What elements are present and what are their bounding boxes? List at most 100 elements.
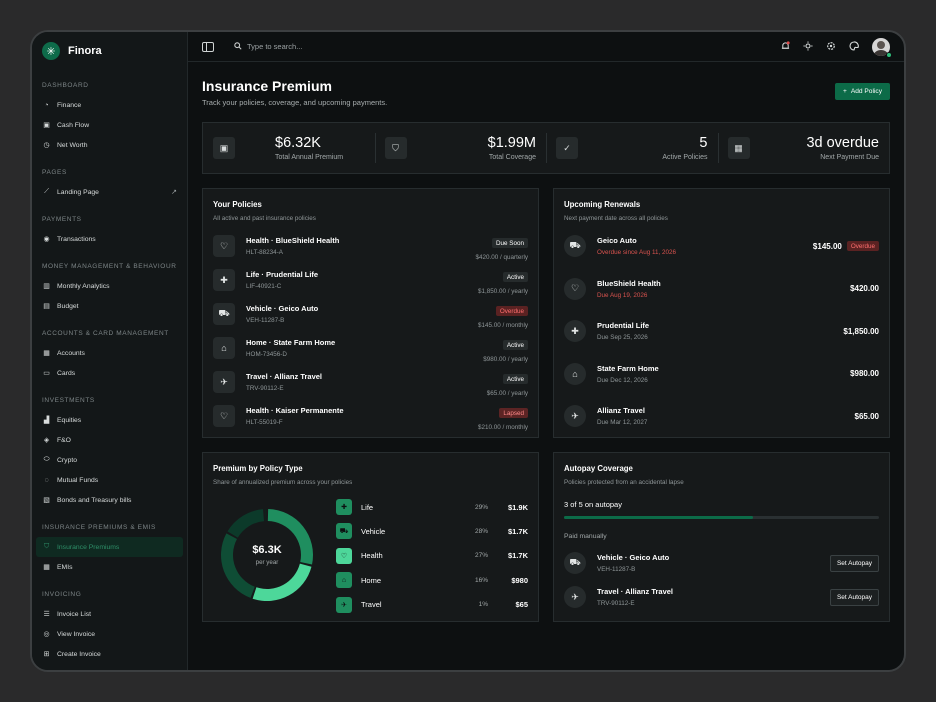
card-subtitle: Next payment date across all policies [564,215,668,222]
renewal-date: Due Mar 12, 2027 [597,419,648,426]
policy-id: TRV-90112-E [246,385,284,392]
car-icon: ⛟ [336,523,352,540]
policy-status: Due Soon $420.00 / quarterly [475,232,528,261]
sidebar-item-label: Crypto [57,456,78,464]
document-check-icon: ✓ [556,137,578,159]
car-icon: ⛟ [564,552,586,574]
renewal-amount-group: $145.00 Overdue [813,241,879,251]
sidebar-item-create-invoice[interactable]: ⊞ Create Invoice [32,644,187,664]
donut-slice-life[interactable] [267,509,313,565]
avatar[interactable] [872,37,890,56]
policy-text: Health · Kaiser Permanente HLT-55019-F [246,406,344,426]
legend-item-home[interactable]: ⌂ Home 16% $980 [336,571,528,589]
funds-icon: ◌ [44,476,49,484]
stat-text: $6.32K Total Annual Premium [275,135,343,161]
stats-bar: ▣ $6.32K Total Annual Premium ⛉ $1.99M Total … [202,122,890,174]
sidebar-item-f-o[interactable]: ◈ F&O [32,430,187,450]
palette-icon[interactable] [849,40,859,53]
sidebar-item-crypto[interactable]: ⬭ Crypto [32,450,187,470]
sidebar-item-label: Cash Flow [57,121,90,129]
external-link-icon: ↗ [171,189,177,196]
legend-item-health[interactable]: ♡ Health 27% $1.7K [336,547,528,565]
sidebar-item-transactions[interactable]: ◉ Transactions [32,229,187,249]
brand[interactable]: ✳ Finora [32,32,187,70]
card-title: Premium by Policy Type [213,464,303,473]
policy-name: Life · Prudential Life [246,270,319,279]
autopay-coverage-card: Autopay Coverage Policies protected from… [553,452,890,622]
sidebar-item-insurance-premiums[interactable]: ⛉ Insurance Premiums [36,537,183,557]
renewal-row[interactable]: ⛟ Geico Auto Overdue since Aug 11, 2026 $14… [564,232,879,260]
donut-slice-travel[interactable] [265,509,267,522]
sidebar: ✳ Finora DASHBOARD ◔ Finance ▣ Cash Flow ◷ Net… [32,32,188,670]
policy-row[interactable]: ♡ Health · BlueShield Health HLT-88234-A Du… [213,232,528,261]
renewal-amount: $1,850.00 [843,326,879,336]
sidebar-item-cash-flow[interactable]: ▣ Cash Flow [32,115,187,135]
app-window: ✳ Finora DASHBOARD ◔ Finance ▣ Cash Flow ◷ Net… [30,30,906,672]
policy-row[interactable]: ✈ Travel · Allianz Travel TRV-90112-E Activ… [213,368,528,397]
sidebar-section-title: PAGES [42,169,67,176]
fo-icon: ◈ [43,437,50,444]
autopay-progress-bar [564,516,879,519]
renewal-amount: $980.00 [850,369,879,378]
plane-icon: ✈ [213,371,235,393]
stat-text: 3d overdue Next Payment Due [806,135,879,161]
renewal-text: Geico Auto Overdue since Aug 11, 2026 [597,236,676,256]
renewal-text: Allianz Travel Due Mar 12, 2027 [597,406,647,426]
sidebar-item-bonds-and-treasury-bills[interactable]: ▧ Bonds and Treasury bills [32,490,187,510]
legend-percent: 29% [474,503,488,511]
budget-icon: ▤ [43,303,50,310]
legend-item-life[interactable]: ✚ Life 29% $1.9K [336,498,528,516]
sidebar-item-accounts[interactable]: ▦ Accounts [32,343,187,363]
plus-icon: + [842,88,847,95]
autopay-text: Travel · Allianz Travel TRV-90112-E [597,587,673,607]
sidebar-item-label: Create Invoice [57,650,101,658]
policy-row[interactable]: ⌂ Home · State Farm Home HOM-73456-D Active… [213,334,528,363]
renewal-row[interactable]: ✚ Prudential Life Due Sep 25, 2026 $1,850.0… [564,317,879,345]
sidebar-item-net-worth[interactable]: ◷ Net Worth [32,135,187,155]
stat-value: $6.32K [275,135,321,151]
sidebar-item-invoice-list[interactable]: ☰ Invoice List [32,604,187,624]
search-icon [234,41,242,52]
policy-row[interactable]: ♡ Health · Kaiser Permanente HLT-55019-F La… [213,402,528,431]
stat-text: $1.99M Total Coverage [488,135,536,161]
sidebar-item-view-invoice[interactable]: ◎ View Invoice [32,624,187,644]
policy-id: HLT-88234-A [246,249,283,256]
sidebar-item-equities[interactable]: ▟ Equities [32,410,187,430]
sidebar-item-emis[interactable]: ▦ EMIs [32,557,187,577]
gear-icon[interactable] [826,41,836,53]
sidebar-item-finance[interactable]: ◔ Finance [32,95,187,115]
card-title: Upcoming Renewals [564,200,641,209]
bell-icon[interactable] [781,40,790,53]
legend-percent: 1% [478,601,488,609]
set-autopay-button[interactable]: Set Autopay [829,554,879,572]
donut-slice-health[interactable] [252,563,312,601]
legend-item-travel[interactable]: ✈ Travel 1% $65 [336,596,528,614]
policy-row[interactable]: ✚ Life · Prudential Life LIF-40921-C Active… [213,266,528,295]
premium-by-type-card: Premium by Policy Type Share of annualiz… [202,452,539,622]
sidebar-item-label: Accounts [57,349,85,357]
set-autopay-button[interactable]: Set Autopay [829,588,879,606]
search-placeholder: Type to search... [247,42,303,51]
renewal-row[interactable]: ♡ BlueShield Health Due Aug 19, 2026 $420.0… [564,275,879,303]
search-input[interactable]: Type to search... [234,41,303,52]
add-policy-button[interactable]: + Add Policy [834,83,890,100]
policy-row[interactable]: ⛟ Vehicle · Geico Auto VEH-11287-B Overdue $… [213,300,528,329]
legend-item-vehicle[interactable]: ⛟ Vehicle 28% $1.7K [336,522,528,540]
donut-slice-home[interactable] [227,509,265,538]
sidebar-item-landing-page[interactable]: ⟋ Landing Page ↗ [32,182,187,202]
donut-slice-vehicle[interactable] [221,533,255,598]
sidebar-section-title: INSURANCE PREMIUMS & EMIS [42,524,156,531]
sidebar-item-cards[interactable]: ▭ Cards [32,363,187,383]
plus-doc-icon: ⊞ [43,651,50,658]
stat-value: 5 [699,135,708,151]
sidebar-item-monthly-analytics[interactable]: ▥ Monthly Analytics [32,276,187,296]
sidebar-item-mutual-funds[interactable]: ◌ Mutual Funds [32,470,187,490]
policy-text: Life · Prudential Life LIF-40921-C [246,270,318,290]
shield-check-icon: ⛉ [384,137,407,159]
sidebar-toggle-icon[interactable] [202,41,214,52]
legend-label: Vehicle [361,526,386,536]
renewal-row[interactable]: ✈ Allianz Travel Due Mar 12, 2027 $65.00 [564,402,879,430]
sun-icon[interactable] [803,41,813,53]
sidebar-item-budget[interactable]: ▤ Budget [32,296,187,316]
renewal-row[interactable]: ⌂ State Farm Home Due Dec 12, 2026 $980.00 [564,360,879,388]
